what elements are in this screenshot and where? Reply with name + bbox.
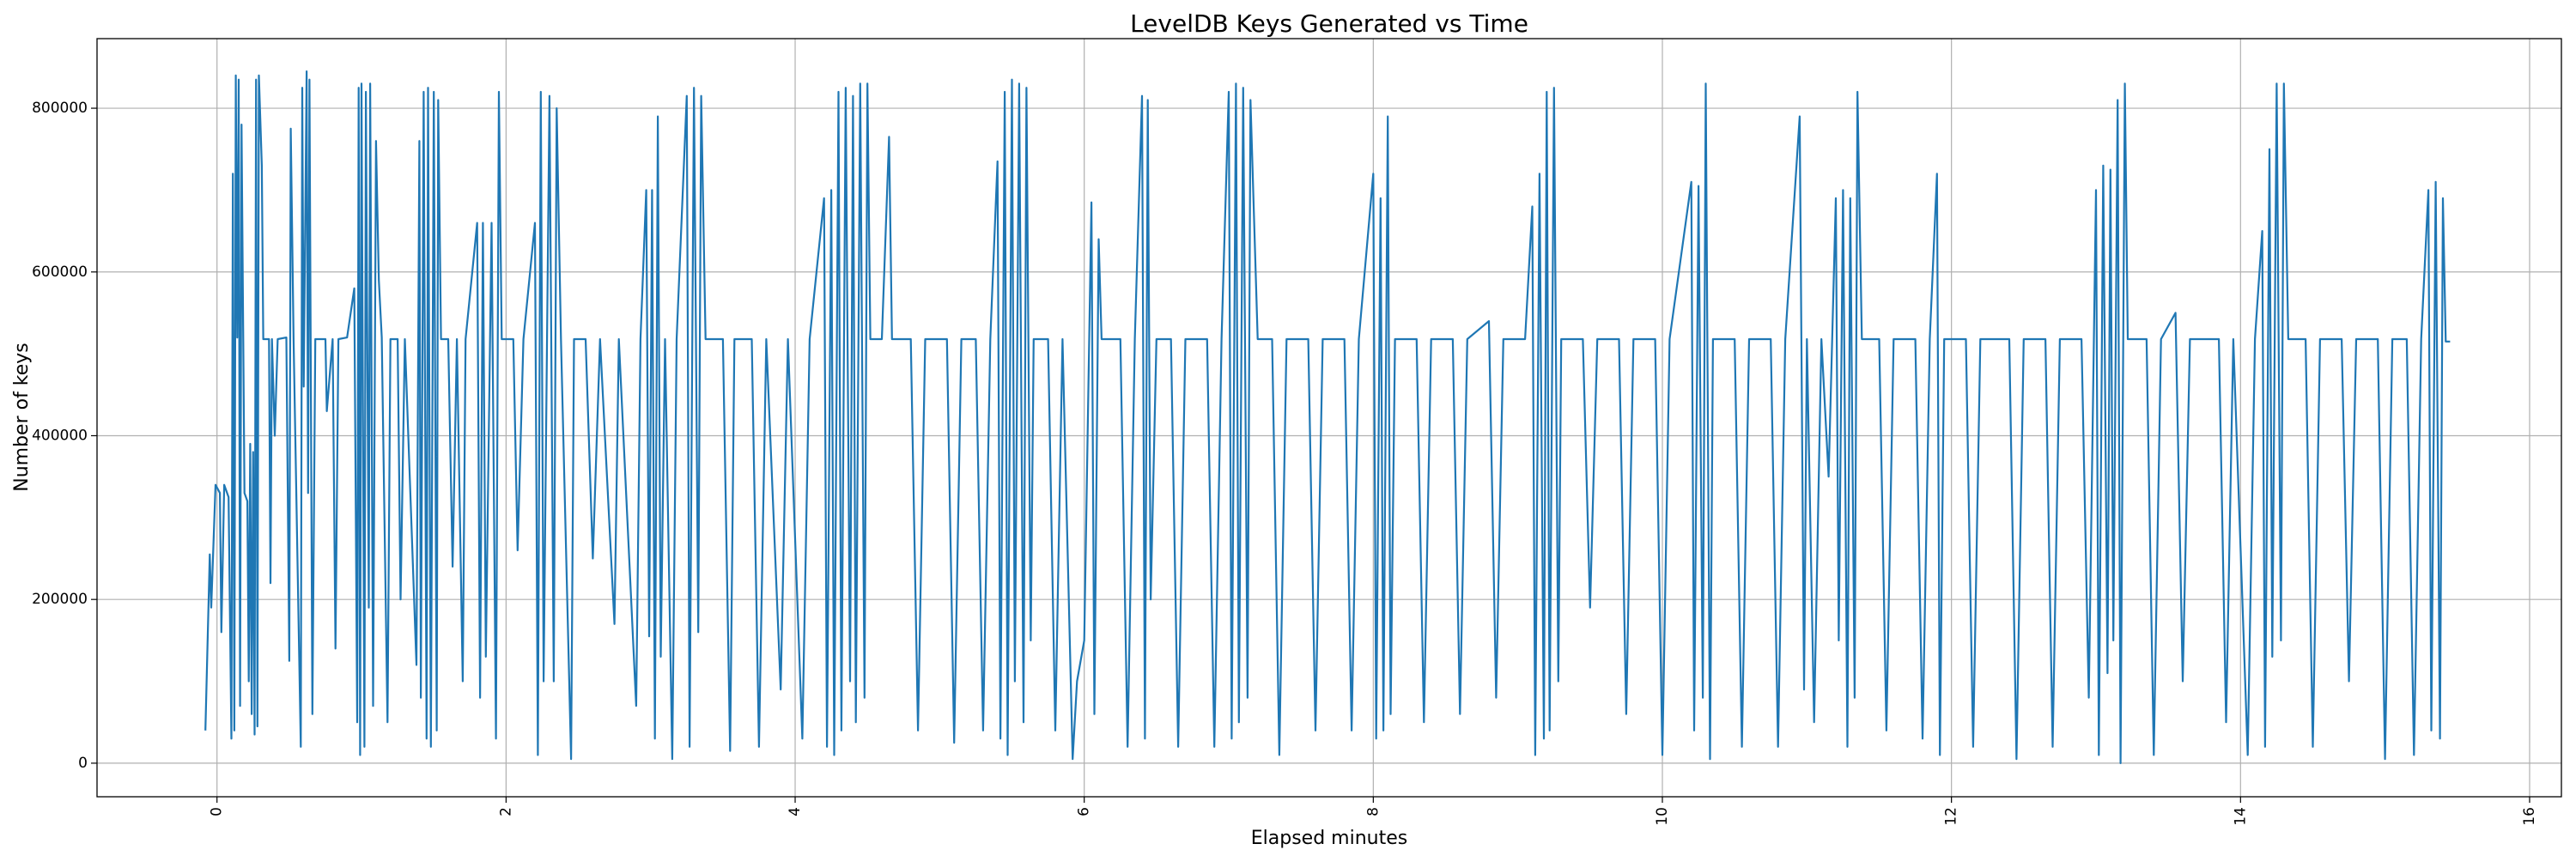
y-tick-label: 800000: [32, 100, 88, 117]
series-line-keys: [204, 70, 2451, 764]
x-tick-label: 6: [1076, 807, 1093, 816]
axes-frame: [96, 38, 2562, 798]
y-tick-label: 0: [78, 755, 88, 772]
y-axis-label: Number of keys: [11, 343, 33, 492]
axes: 0 2 4 6 8 10 12 14 16 0 200000 400000 600000 800000: [32, 38, 2562, 826]
x-tick-label: 12: [1943, 807, 1960, 826]
x-tick-label: 8: [1364, 807, 1382, 816]
x-tick-label: 14: [2232, 807, 2249, 826]
x-tick-label: 0: [209, 807, 226, 816]
plot-area: [204, 70, 2451, 764]
x-axis-label: Elapsed minutes: [1251, 828, 1407, 849]
x-tick-label: 4: [787, 807, 804, 816]
chart-title: LevelDB Keys Generated vs Time: [1130, 9, 1528, 38]
x-tick-label: 10: [1654, 807, 1671, 826]
grid-lines: [97, 39, 2561, 797]
y-tick-label: 200000: [32, 591, 88, 608]
y-tick-label: 600000: [32, 264, 88, 281]
y-tick-label: 400000: [32, 427, 88, 444]
x-tick-label: 16: [2521, 807, 2538, 826]
x-tick-label: 2: [497, 807, 514, 816]
